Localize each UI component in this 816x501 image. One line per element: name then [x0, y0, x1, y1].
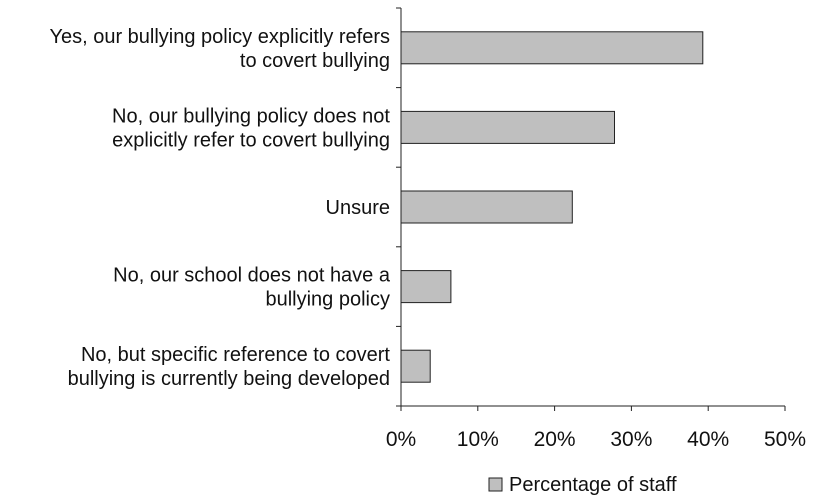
x-tick-label: 40%	[687, 428, 729, 451]
axes-group	[396, 7, 786, 411]
bar-0	[400, 31, 704, 65]
x-tick-labels-group: 0% 10% 20% 30% 40% 50%	[386, 428, 806, 451]
category-label: No, but specific reference to covert bull…	[68, 344, 391, 390]
category-label-line: to covert bullying	[240, 50, 390, 72]
category-label: Unsure	[326, 197, 390, 219]
category-label: Yes, our bullying policy explicitly refe…	[49, 26, 390, 72]
category-labels-group: Yes, our bullying policy explicitly refe…	[49, 26, 390, 390]
bar-2	[400, 190, 573, 224]
x-tick-label: 20%	[534, 428, 576, 451]
bar-1	[400, 110, 615, 144]
category-label-line: No, our bullying policy does not	[112, 105, 390, 127]
x-tick-label: 30%	[610, 428, 652, 451]
category-label-line: No, our school does not have a	[113, 265, 391, 287]
category-label-line: Unsure	[326, 197, 390, 219]
bar-3	[400, 270, 452, 304]
category-label: No, our school does not have a bullying p…	[113, 265, 391, 311]
legend-label: Percentage of staff	[509, 474, 677, 496]
category-label-line: bullying is currently being developed	[68, 368, 390, 390]
x-tick-label: 0%	[386, 428, 416, 451]
x-tick-label: 10%	[457, 428, 499, 451]
bar-4	[400, 349, 431, 383]
legend: Percentage of staff	[488, 474, 677, 496]
category-label-line: bullying policy	[265, 289, 390, 311]
x-tick-label: 50%	[764, 428, 806, 451]
legend-swatch	[488, 477, 503, 492]
category-label: No, our bullying policy does not explicit…	[112, 105, 390, 151]
category-label-line: explicitly refer to covert bullying	[112, 129, 390, 151]
bars-group	[400, 31, 704, 383]
category-label-line: Yes, our bullying policy explicitly refe…	[49, 26, 390, 48]
category-label-line: No, but specific reference to covert	[81, 344, 390, 366]
